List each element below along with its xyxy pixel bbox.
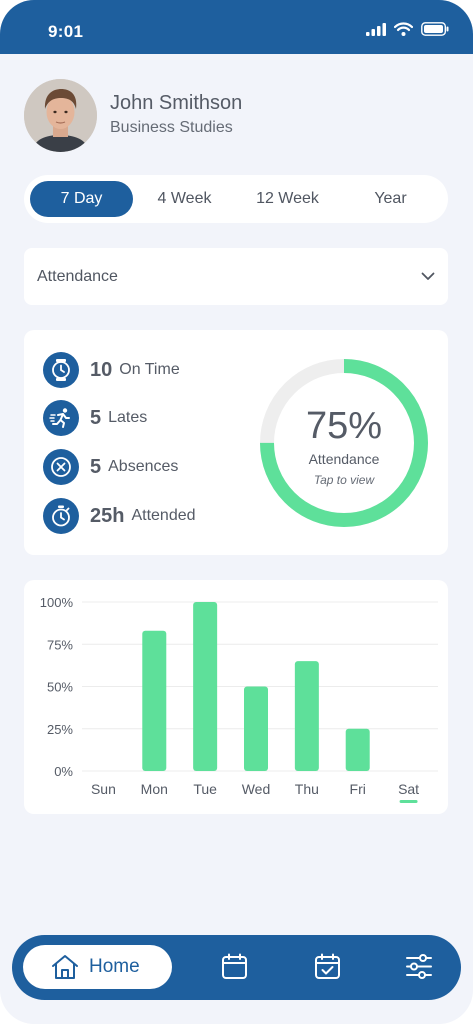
chart-y-tick-label: 75%: [47, 637, 73, 652]
calendar-icon[interactable]: [221, 953, 248, 980]
metric-dropdown[interactable]: Attendance: [24, 248, 448, 305]
tab-12-week[interactable]: 12 Week: [256, 190, 319, 207]
stat-label: Absences: [108, 458, 179, 475]
running-person-icon: [43, 400, 79, 436]
tab-year[interactable]: Year: [374, 190, 407, 207]
bottom-navigation: Home: [12, 935, 461, 1000]
stat-value: 25h: [90, 504, 125, 527]
avatar[interactable]: [24, 78, 97, 152]
tap-to-view-hint: Tap to view: [313, 473, 375, 487]
nav-home-label: Home: [89, 956, 140, 977]
stat-on-time: 10 On Time: [43, 352, 180, 388]
nav-home-button[interactable]: Home: [23, 945, 172, 989]
chart-x-tick-label: Mon: [141, 781, 168, 797]
chart-bar: [244, 686, 268, 771]
chart-bar: [294, 661, 319, 771]
chevron-down-icon: [421, 272, 435, 280]
clock-icon: [43, 352, 79, 388]
chart-x-tick-label: Wed: [242, 781, 271, 797]
home-icon: [52, 955, 78, 979]
chart-bar: [142, 630, 167, 771]
attendance-ring-chart: [260, 359, 428, 527]
chart-y-tick-label: 50%: [47, 680, 73, 695]
profile-header: John Smithson Business Studies: [24, 78, 242, 152]
attendance-summary-card: 10 On Time 5 Lates: [24, 330, 448, 555]
ring-progress: [260, 359, 428, 527]
chart-y-tick-label: 100%: [40, 595, 74, 610]
tab-7-day[interactable]: 7 Day: [30, 181, 133, 217]
wifi-icon: [394, 22, 413, 36]
status-icons: [366, 22, 449, 36]
calendar-check-icon[interactable]: [314, 953, 341, 980]
stat-attended: 25h Attended: [43, 498, 196, 534]
attendance-percent: 75%: [305, 405, 383, 447]
profile-department: Business Studies: [110, 119, 233, 136]
chart-y-tick-label: 0%: [54, 764, 73, 779]
attendance-ring-label: Attendance: [308, 451, 380, 467]
status-bar: 9:01: [0, 0, 473, 54]
stat-lates: 5 Lates: [43, 400, 147, 436]
time-range-tabs: 7 Day 4 Week 12 Week Year: [24, 175, 448, 223]
cellular-signal-icon: [366, 22, 386, 36]
stopwatch-icon: [43, 498, 79, 534]
tab-4-week[interactable]: 4 Week: [157, 190, 212, 207]
stat-label: On Time: [119, 361, 180, 378]
stat-value: 5: [90, 406, 102, 429]
chart-x-tick-label: Sun: [91, 781, 116, 797]
chart-y-tick-label: 25%: [47, 722, 73, 737]
chart-x-tick-label: Tue: [193, 781, 217, 797]
battery-icon: [421, 22, 449, 36]
chart-bar: [345, 728, 370, 771]
attendance-ring[interactable]: 75% Attendance Tap to view: [259, 358, 429, 528]
profile-name: John Smithson: [110, 92, 243, 114]
dropdown-selected-value: Attendance: [37, 267, 118, 285]
stat-value: 5: [90, 455, 102, 478]
chart-bar: [193, 602, 218, 771]
chart-x-tick-label: Thu: [295, 781, 319, 797]
filter-sliders-icon[interactable]: [405, 953, 433, 980]
chart-x-tick-label: Fri: [350, 781, 366, 797]
avatar-portrait-icon: [24, 78, 97, 152]
status-time: 9:01: [48, 22, 84, 41]
cancel-circle-icon: [43, 449, 79, 485]
stat-value: 10: [90, 358, 113, 381]
selected-day-indicator: [399, 800, 418, 803]
stat-label: Attended: [131, 507, 196, 524]
stat-label: Lates: [108, 409, 148, 426]
weekly-attendance-chart-card: 100% 75% 50% 25% 0% Sun Mon Tue Wed Thu Fri Sat: [24, 580, 448, 814]
stat-absences: 5 Absences: [43, 449, 178, 485]
weekly-attendance-bar-chart: 100% 75% 50% 25% 0% Sun Mon Tue Wed Thu Fri Sat: [40, 595, 438, 803]
chart-x-tick-label: Sat: [398, 781, 419, 797]
